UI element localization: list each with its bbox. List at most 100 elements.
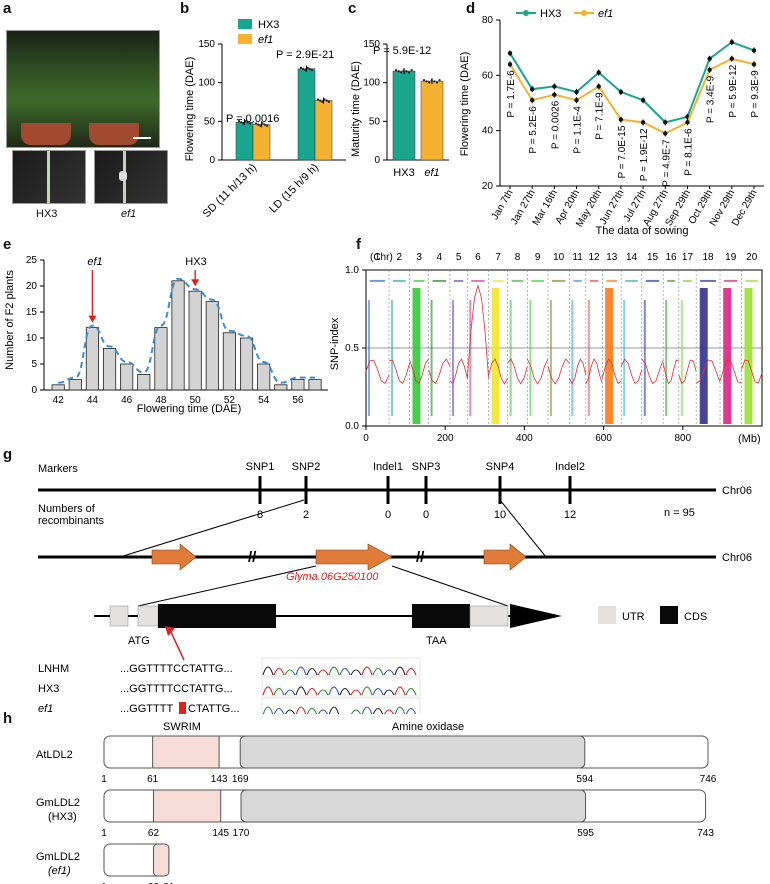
snp-cloud-chr-18 — [699, 288, 708, 424]
legend-label-ef1: ef1 — [258, 34, 273, 46]
snp-top-band-chr-3 — [413, 279, 425, 282]
ytick-label-c: 100 — [363, 78, 380, 89]
chr-label-6: 6 — [475, 252, 481, 263]
snp-index-curve-chr-13 — [601, 358, 622, 385]
point-d-HX3 — [640, 98, 646, 103]
point-d-ef1 — [751, 62, 757, 67]
dot-b — [246, 121, 249, 124]
markers-label: Markers — [38, 463, 78, 475]
residue-number: 145 — [212, 828, 229, 839]
panel-label-g: g — [3, 446, 13, 463]
residue-number: 170 — [233, 828, 250, 839]
dot-c — [430, 79, 433, 82]
gene-direction-arrowhead — [510, 604, 562, 628]
snp-cloud-chr-5 — [451, 300, 454, 416]
ytick-label-e: 15 — [26, 307, 38, 318]
trace-peak — [273, 687, 285, 696]
arrow-label-ef1: ef1 — [87, 256, 102, 268]
snp-cloud-chr-11 — [571, 300, 574, 416]
dot-b — [237, 120, 241, 123]
chr-label-9: 9 — [535, 252, 541, 263]
trace-peak — [350, 689, 362, 696]
ytick-label-b: 50 — [204, 116, 216, 127]
snp-cloud-chr-2 — [391, 300, 394, 416]
legend-utr-label: UTR — [622, 611, 645, 623]
dot-b — [261, 122, 264, 125]
residue-number: 746 — [700, 774, 717, 785]
snp-top-band-chr-1 — [370, 279, 386, 282]
residue-number: 595 — [577, 828, 594, 839]
bar-b-ef1-1 — [314, 100, 333, 161]
n-label: n = 95 — [664, 507, 695, 519]
residue-number: 743 — [697, 828, 714, 839]
chr-label-20: 20 — [746, 252, 758, 263]
protein-name-2: GmLDL2 — [36, 851, 80, 863]
snp-top-band-chr-9 — [531, 279, 544, 282]
xtick-label-b: SD (11 h/13 h) — [201, 162, 260, 221]
snp-index-curve-chr-17 — [678, 359, 697, 385]
seq-lnhm: ...GGTTTTCCTATTG... — [120, 663, 233, 675]
trace-peak — [317, 709, 329, 714]
chr-label-5: 5 — [456, 252, 462, 263]
recombinant-count-SNP3: 0 — [423, 509, 429, 521]
bar-e-54 — [257, 363, 271, 391]
xtick-label-e: 42 — [53, 395, 65, 406]
xtick-label-b: LD (15 h/9 h) — [267, 162, 321, 216]
snp-cloud-chr-16 — [665, 300, 668, 416]
panel-label-h: h — [3, 710, 13, 727]
chr-prefix: (Chr) — [370, 252, 393, 263]
pvalue-d: P = 8.1E-6 — [683, 128, 694, 176]
chart-e: Number of F2 plants Flowering time (DAE)… — [4, 255, 328, 415]
dot-b — [254, 122, 258, 125]
residue-number: 62 — [148, 882, 160, 884]
bar-e-53 — [239, 337, 254, 391]
snp-top-band-chr-10 — [551, 279, 566, 282]
chr-label-18: 18 — [703, 252, 715, 263]
dot-c — [397, 70, 400, 73]
snp-cloud-chr-20 — [744, 288, 753, 424]
ytick-label-d: 20 — [482, 181, 494, 192]
marker-label-Indel1: Indel1 — [373, 461, 403, 473]
chr-label-14: 14 — [626, 252, 638, 263]
bar-b-HX3-1 — [297, 68, 316, 161]
xlabel-d: The data of sowing — [596, 225, 689, 237]
recombinant-count-SNP2: 2 — [303, 509, 309, 521]
panel-label-f: f — [356, 236, 361, 253]
trace-peak — [306, 707, 318, 714]
protein-sub-1: (HX3) — [48, 811, 77, 823]
dot-b — [242, 122, 245, 125]
dot-b — [306, 66, 309, 69]
legend-d-ef1: ef1 — [598, 8, 613, 20]
pvalue-d: P = 4.9E-7 — [661, 139, 672, 187]
chr-label-1: 1 — [375, 252, 381, 263]
snp-index-curve-chr-15 — [641, 358, 664, 385]
snp-cloud-chr-3 — [412, 288, 421, 424]
seq-name-ef1: ef1 — [38, 703, 53, 714]
ylabel-b: Flowering time (DAE) — [184, 57, 196, 162]
trace-peak — [284, 709, 296, 714]
gene-arrow-3 — [483, 543, 527, 571]
snp-index-curve-chr-3 — [409, 358, 429, 385]
recombinants-label-2: recombinants — [38, 515, 105, 527]
dot-b — [321, 100, 324, 103]
snp-top-band-chr-13 — [606, 279, 618, 282]
dot-b — [310, 69, 314, 72]
snp-index-curve-chr-1 — [365, 359, 390, 384]
bar-e-56 — [291, 379, 305, 391]
trace-peak — [306, 687, 318, 696]
panel-label-e: e — [3, 236, 12, 253]
dot-b — [259, 124, 262, 127]
xtick-label-f: 800 — [674, 433, 691, 444]
snp-index-curve-chr-2 — [388, 359, 411, 384]
xtick-label-e: 46 — [121, 395, 133, 406]
trace-peak — [262, 666, 274, 676]
dot-b — [257, 123, 260, 126]
chr-label-mid: Chr06 — [722, 552, 752, 564]
xunit-f: (Mb) — [738, 433, 761, 444]
snp-cloud-chr-12 — [587, 300, 590, 416]
pvalue-d: P = 5.2E-6 — [528, 106, 539, 154]
bar-c-1 — [420, 80, 444, 161]
snp-top-band-chr-8 — [511, 279, 524, 282]
recombinant-count-SNP4: 10 — [494, 509, 506, 521]
trace-peak — [383, 709, 395, 714]
